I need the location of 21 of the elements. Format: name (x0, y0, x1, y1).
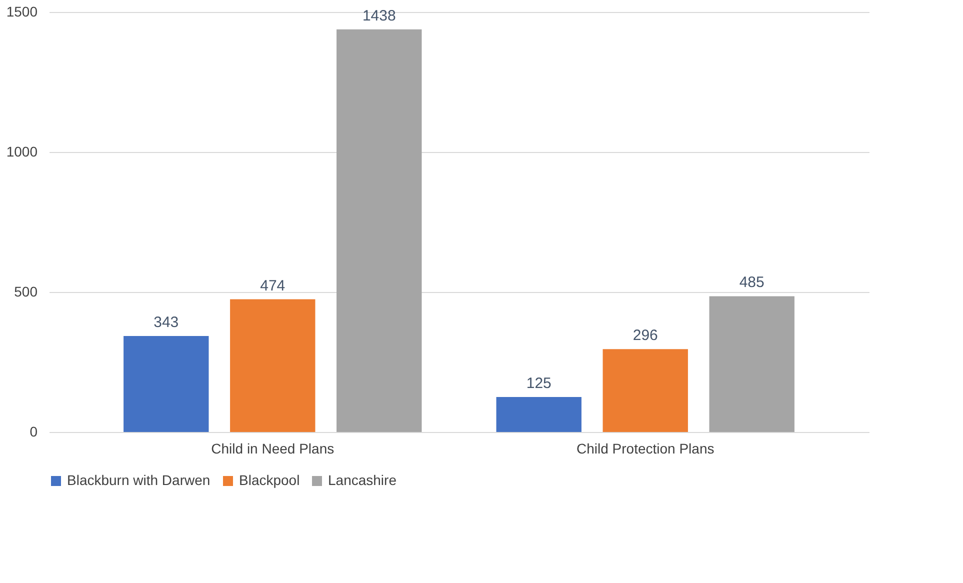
x-tick-label: Child Protection Plans (576, 440, 714, 456)
x-tick-label: Child in Need Plans (211, 440, 334, 456)
data-label: 125 (526, 375, 552, 392)
y-tick-label: 1500 (6, 4, 38, 20)
legend-label: Blackpool (239, 472, 300, 488)
data-label: 474 (260, 277, 286, 294)
bar (124, 336, 209, 432)
data-label: 343 (154, 314, 179, 331)
bar (336, 29, 422, 432)
bar (230, 299, 316, 432)
y-tick-label: 0 (30, 424, 38, 440)
data-label: 1438 (362, 7, 396, 24)
data-label: 485 (739, 274, 764, 292)
bar (496, 397, 582, 432)
bar (602, 349, 688, 432)
y-tick-label: 500 (14, 284, 38, 300)
data-label: 296 (632, 327, 658, 344)
y-tick-label: 1000 (6, 144, 38, 160)
legend-label: Blackburn with Darwen (67, 472, 210, 488)
legend-label: Lancashire (328, 472, 397, 488)
bar (709, 296, 794, 432)
